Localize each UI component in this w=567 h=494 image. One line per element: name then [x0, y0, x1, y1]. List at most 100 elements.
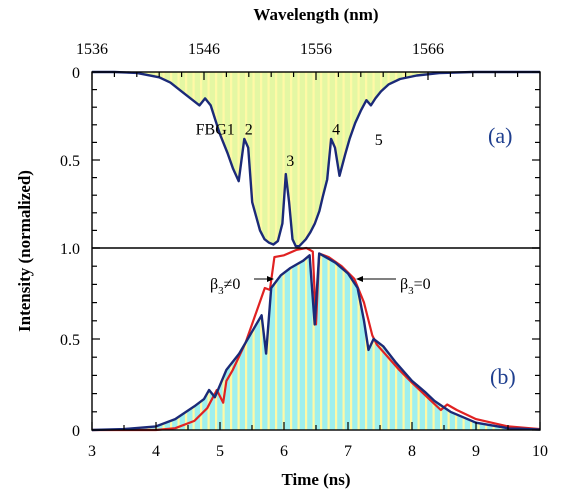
panel-a-stripe — [312, 72, 315, 247]
bottom-axis-tick-label: 3 — [88, 443, 96, 460]
panel-b-stripe — [462, 253, 465, 430]
panel-a-stripe — [192, 72, 195, 247]
panel-a-stripe — [260, 72, 263, 247]
panel-a-stripe — [365, 72, 368, 247]
panel-a-stripe — [147, 72, 150, 247]
panel-b-stripe — [470, 253, 473, 430]
panel-b-stripe — [147, 253, 150, 430]
panel-b-stripe — [305, 253, 308, 430]
panel-a-stripe — [500, 72, 503, 247]
fbg-label-5: 5 — [375, 132, 383, 149]
series-line-beta3-zero — [91, 252, 541, 432]
panel-a-stripe — [267, 72, 270, 247]
panel-a-stripe — [110, 72, 113, 247]
panel-a-stripe — [290, 72, 293, 247]
panel-b-fill-area — [92, 253, 540, 430]
panel-a-stripe — [185, 72, 188, 247]
panel-a-stripe — [207, 72, 210, 247]
panel-a-stripe — [222, 72, 225, 247]
top-axis-tick-label: 1566 — [412, 41, 444, 58]
panel-b-stripe — [387, 253, 390, 430]
panel-a-stripe — [522, 72, 525, 247]
panel-a-stripe — [530, 72, 533, 247]
panel-b-stripe — [500, 253, 503, 430]
panel-a-stripe — [102, 72, 105, 247]
panel-b-stripe — [530, 253, 533, 430]
left-axis-tick-label-b: 0 — [72, 423, 80, 440]
panel-a-stripe — [440, 72, 443, 247]
panel-b-stripe — [267, 253, 270, 430]
bottom-axis-tick-label: 5 — [216, 443, 224, 460]
fbg-label-3: 3 — [286, 153, 294, 170]
panel-a-stripe — [410, 72, 413, 247]
panel-b-stripe — [455, 253, 458, 430]
left-axis-tick-label-a: 0 — [72, 65, 80, 82]
panel-a-stripe — [447, 72, 450, 247]
panel-a-stripe — [200, 72, 203, 247]
fbg-label-4: 4 — [332, 121, 340, 138]
axis-ticks: 1536 1546 1556 1566 3 4 5 6 7 8 9 10 0 0.5 1.0 0 0.5 — [60, 41, 548, 460]
panel-a-stripe — [297, 72, 300, 247]
fbg-label-1: FBG1 — [196, 121, 235, 138]
bottom-axis-tick-label: 9 — [472, 443, 480, 460]
panel-b-stripe — [342, 253, 345, 430]
top-axis-tick-label: 1536 — [76, 41, 108, 58]
series-line-panel-a — [92, 70, 540, 248]
panel-b-stripe — [170, 253, 173, 430]
series-lines — [91, 70, 541, 432]
panel-a-stripe — [305, 72, 308, 247]
panel-b-stripe — [155, 253, 158, 430]
arrowhead-beta3-nonzero — [267, 276, 274, 282]
panel-b-stripe — [485, 253, 488, 430]
panel-a-stripe — [425, 72, 428, 247]
panel-a-stripe — [380, 72, 383, 247]
panel-a-stripe — [132, 72, 135, 247]
panel-b-stripe — [260, 253, 263, 430]
bottom-axis-tick-label: 10 — [532, 443, 548, 460]
panel-a-stripe — [215, 72, 218, 247]
panel-b-stripe — [117, 253, 120, 430]
panel-b-stripe — [140, 253, 143, 430]
panel-b-stripe — [185, 253, 188, 430]
panel-b-stripe — [515, 253, 518, 430]
panel-b-annotations: β3≠0 β3=0 — [210, 276, 431, 297]
fbg-label-2: 2 — [245, 121, 253, 138]
panel-a-stripe — [395, 72, 398, 247]
top-axis-tick-label: 1556 — [300, 41, 332, 58]
panel-a-stripe — [477, 72, 480, 247]
bottom-axis-tick-label: 8 — [408, 443, 416, 460]
panel-a-stripe — [432, 72, 435, 247]
panel-b-stripe — [410, 253, 413, 430]
bottom-axis-tick-label: 7 — [344, 443, 352, 460]
panel-b-stripe — [282, 253, 285, 430]
panel-a-stripe — [455, 72, 458, 247]
panel-a-stripe — [282, 72, 285, 247]
panel-b-stripe — [125, 253, 128, 430]
panel-a-stripe — [245, 72, 248, 247]
arrowhead-beta3-zero — [356, 276, 363, 282]
panel-a-stripe — [350, 72, 353, 247]
panel-a-stripe — [485, 72, 488, 247]
y-axis-title: Intensity (normalized) — [15, 170, 34, 332]
panel-a-stripe — [462, 72, 465, 247]
panel-label-a: (a) — [488, 123, 512, 148]
panel-b-stripe — [162, 253, 165, 430]
panel-b-stripe — [477, 253, 480, 430]
bottom-axis-tick-label: 4 — [152, 443, 160, 460]
panel-b-stripe — [507, 253, 510, 430]
panel-a-stripe — [252, 72, 255, 247]
panel-a-stripe — [177, 72, 180, 247]
panel-b-stripe — [350, 253, 353, 430]
panel-a-stripe — [162, 72, 165, 247]
panel-b-stripe — [102, 253, 105, 430]
panel-a-stripe — [402, 72, 405, 247]
panel-a-stripe — [387, 72, 390, 247]
bottom-axis-title: Time (ns) — [281, 470, 350, 489]
panel-a-stripe — [320, 72, 323, 247]
annotation-beta3-zero: β3=0 — [400, 276, 431, 297]
panel-b-stripe — [380, 253, 383, 430]
panel-a-stripe — [515, 72, 518, 247]
panel-a-stripe — [230, 72, 233, 247]
